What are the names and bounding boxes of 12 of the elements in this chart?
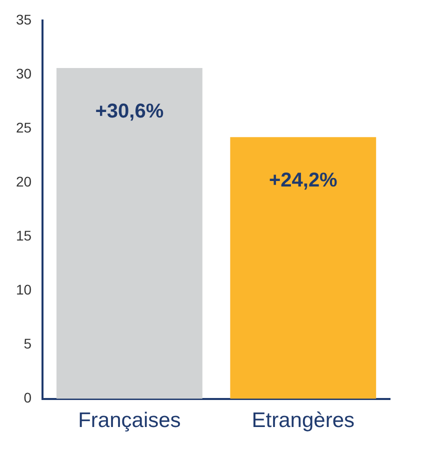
y-tick-label: 0 — [24, 390, 32, 406]
data-label: +24,2% — [268, 170, 338, 192]
x-tick-label: Etrangères — [252, 409, 355, 432]
x-tick-label: Françaises — [78, 409, 181, 432]
y-tick-label: 25 — [16, 119, 32, 136]
y-tick-label: 30 — [16, 65, 32, 82]
data-label: +30,6% — [95, 100, 164, 122]
y-tick-label: 35 — [16, 11, 32, 28]
y-tick-label: 20 — [16, 173, 32, 190]
y-tick-label: 15 — [16, 227, 32, 244]
y-tick-label: 5 — [24, 336, 32, 352]
y-tick-label: 10 — [16, 282, 32, 298]
